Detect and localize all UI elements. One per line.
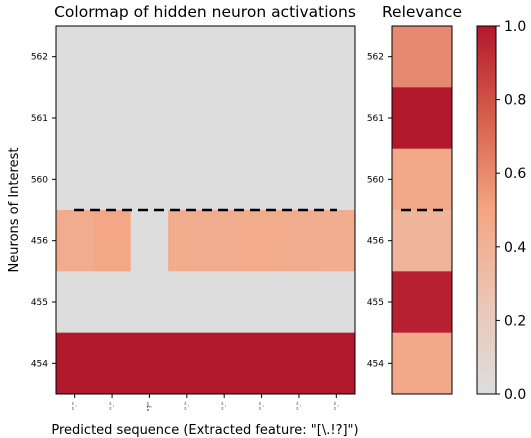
heatmap-cell bbox=[56, 271, 94, 334]
heatmap-cell bbox=[168, 210, 206, 272]
colorbar-tick-label: 0.0 bbox=[504, 387, 526, 403]
heatmap-frame bbox=[55, 25, 356, 395]
heatmap-cell bbox=[56, 148, 94, 211]
heatmap-cell bbox=[280, 26, 319, 88]
relevance-y-axis-ticks: 562 561 560 456 455 454 bbox=[367, 53, 392, 369]
heatmap-cell bbox=[56, 210, 94, 272]
relevance-cell bbox=[392, 148, 452, 211]
heatmap-cell bbox=[168, 148, 206, 211]
x-tick-label: "." bbox=[332, 402, 340, 410]
heatmap-cell bbox=[242, 26, 281, 88]
x-tick-label: "." bbox=[258, 402, 266, 410]
heatmap-cell bbox=[242, 210, 281, 272]
heatmap-cell bbox=[168, 87, 206, 150]
heatmap-cells bbox=[56, 26, 356, 395]
heatmap-cell bbox=[205, 271, 244, 334]
relevance-y-tick-label: 454 bbox=[367, 359, 384, 369]
relevance-cell bbox=[392, 210, 452, 272]
heatmap-cell bbox=[242, 148, 281, 211]
heatmap-cell bbox=[56, 26, 94, 88]
relevance-y-tick-label: 561 bbox=[367, 114, 384, 124]
heatmap-cell bbox=[280, 87, 319, 150]
heatmap-cell bbox=[130, 26, 169, 88]
heatmap-cell bbox=[130, 210, 169, 272]
heatmap-cell bbox=[168, 26, 206, 88]
relevance-y-tick-label: 560 bbox=[367, 175, 384, 185]
colorbar-gradient bbox=[476, 25, 497, 395]
heatmap-cell bbox=[130, 271, 169, 334]
colorbar-tick-label: 0.4 bbox=[504, 240, 526, 256]
heatmap-cell bbox=[317, 271, 356, 334]
y-tick-label: 561 bbox=[31, 114, 48, 124]
heatmap-cell bbox=[130, 87, 169, 150]
relevance-heatmap: Relevance 562 561 560 456 455 454 bbox=[367, 3, 462, 395]
x-tick-label: "." bbox=[183, 402, 191, 410]
relevance-cell bbox=[392, 87, 452, 150]
y-tick-label: 560 bbox=[31, 175, 48, 185]
colorbar-ticks: 0.0 0.2 0.4 0.6 0.8 1.0 bbox=[496, 19, 526, 403]
y-tick-label: 454 bbox=[31, 359, 48, 369]
relevance-cell bbox=[392, 26, 452, 88]
heatmap-cell bbox=[242, 332, 281, 395]
x-axis-ticks: "." "." "?" "." "." "." "." "." bbox=[71, 394, 340, 411]
x-axis-label: Predicted sequence (Extracted feature: "… bbox=[51, 423, 358, 438]
colorbar-tick-label: 0.8 bbox=[504, 93, 526, 109]
heatmap-cell bbox=[205, 332, 244, 395]
x-tick-label: "." bbox=[71, 402, 79, 410]
heatmap-title: Colormap of hidden neuron activations bbox=[54, 3, 356, 21]
heatmap-cell bbox=[93, 148, 132, 211]
heatmap-cell bbox=[93, 26, 132, 88]
heatmap-cell bbox=[205, 148, 244, 211]
x-tick-label: "." bbox=[295, 402, 303, 410]
heatmap-cell bbox=[317, 210, 356, 272]
heatmap-cell bbox=[93, 271, 132, 334]
colorbar-tick-label: 0.2 bbox=[504, 313, 526, 329]
heatmap-cell bbox=[93, 332, 132, 395]
colorbar: 0.0 0.2 0.4 0.6 0.8 1.0 bbox=[476, 19, 526, 403]
heatmap-cell bbox=[130, 148, 169, 211]
x-tick-label: "." bbox=[108, 402, 116, 410]
y-axis-ticks: 562 561 560 456 455 454 bbox=[31, 53, 56, 369]
relevance-frame bbox=[391, 25, 453, 395]
heatmap-cell bbox=[280, 332, 319, 395]
heatmap-cell bbox=[168, 271, 206, 334]
heatmap-cell bbox=[205, 210, 244, 272]
heatmap-cell bbox=[205, 26, 244, 88]
heatmap-cell bbox=[317, 148, 356, 211]
heatmap-cell bbox=[130, 332, 169, 395]
relevance-y-tick-label: 455 bbox=[367, 298, 384, 308]
heatmap-cell bbox=[56, 87, 94, 150]
heatmap-cell bbox=[280, 148, 319, 211]
heatmap-cell bbox=[168, 332, 206, 395]
colorbar-tick-label: 1.0 bbox=[504, 19, 526, 35]
y-tick-label: 455 bbox=[31, 298, 48, 308]
relevance-cells bbox=[392, 26, 452, 395]
heatmap-cell bbox=[317, 87, 356, 150]
colorbar-tick-label: 0.6 bbox=[504, 166, 526, 182]
relevance-cell bbox=[392, 332, 452, 395]
heatmap-cell bbox=[280, 271, 319, 334]
y-axis-label: Neurons of Interest bbox=[7, 148, 22, 273]
x-tick-label: "?" bbox=[145, 402, 153, 411]
heatmap-cell bbox=[317, 26, 356, 88]
heatmap-cell bbox=[242, 87, 281, 150]
relevance-title: Relevance bbox=[382, 3, 462, 21]
y-tick-label: 562 bbox=[31, 53, 48, 63]
relevance-y-tick-label: 562 bbox=[367, 53, 384, 63]
heatmap-cell bbox=[93, 87, 132, 150]
x-tick-label: "." bbox=[220, 402, 228, 410]
relevance-y-tick-label: 456 bbox=[367, 237, 384, 247]
activation-heatmap: Colormap of hidden neuron activations 56… bbox=[7, 3, 359, 438]
relevance-cell bbox=[392, 271, 452, 334]
heatmap-cell bbox=[56, 332, 94, 395]
heatmap-cell bbox=[242, 271, 281, 334]
heatmap-cell bbox=[317, 332, 356, 395]
heatmap-cell bbox=[205, 87, 244, 150]
heatmap-cell bbox=[93, 210, 132, 272]
heatmap-cell bbox=[280, 210, 319, 272]
y-tick-label: 456 bbox=[31, 237, 48, 247]
